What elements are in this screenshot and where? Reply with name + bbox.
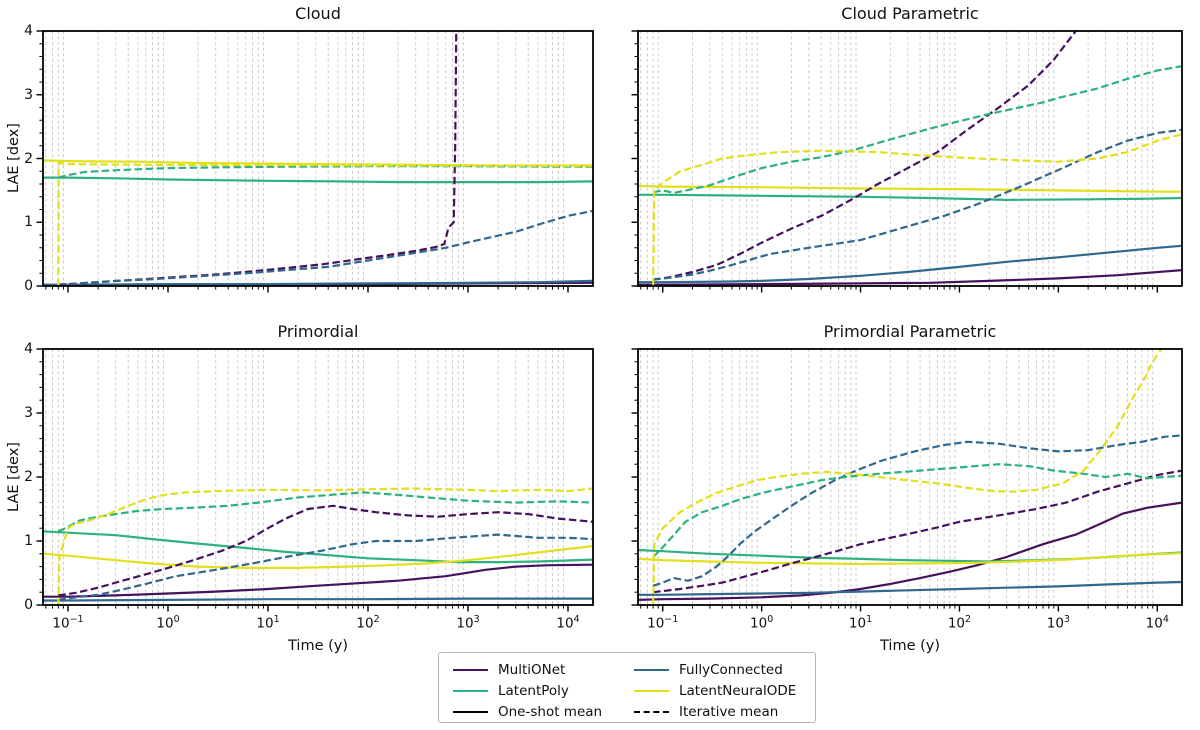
legend-entry-multionet: MultiONet [453,662,634,678]
y-tick-label: 1 [24,214,33,231]
legend-entry-latentneuralode: LatentNeuralODE [634,683,815,699]
x-axis-label-left: Time (y) [288,638,348,654]
x-tick-label: 101 [256,614,280,632]
series-latentneuralode-iterative [57,161,593,286]
x-tick-label: 102 [947,614,972,632]
x-tick-label: 103 [456,614,480,632]
legend-label: LatentPoly [498,682,569,699]
series-latentneuralode-one-shot [638,552,1182,566]
y-tick-label: 0 [24,597,33,613]
series-multionet-iterative [58,504,593,597]
series-latentneuralode-iterative [57,487,593,605]
series-fullyconnected-one-shot [638,244,1182,284]
x-tick-label: 103 [1046,614,1070,632]
series-fullyconnected-one-shot [43,279,593,286]
series-fullyconnected-iterative [652,128,1182,281]
subplot-title-cloud-parametric: Cloud Parametric [841,4,979,23]
x-tick-label: 10−1 [647,614,679,632]
legend-label: FullyConnected [679,661,783,678]
x-tick-label: 104 [556,614,580,632]
y-axis-label-top: LAE [dex] [6,123,22,193]
legend-entry-oneshot-mean: One-shot mean [453,704,634,720]
y-tick-label: 1 [24,533,33,549]
y-tick-label: 4 [24,341,33,357]
series-latentpoly-iterative [58,165,593,179]
legend-label: MultiONet [498,661,566,678]
axes-frame [42,30,594,287]
y-axis-label-bottom: LAE [dex] [6,442,22,512]
x-tick-label: 10−1 [52,614,84,632]
series-multionet-one-shot [638,501,1182,601]
subplot-title-cloud: Cloud [295,4,341,23]
subplot-title-primordial-parametric: Primordial Parametric [823,322,997,341]
latentpoly-line-swatch [453,689,488,692]
series-fullyconnected-one-shot [43,597,593,602]
x-tick-label: 101 [848,614,873,632]
legend-entry-latentpoly: LatentPoly [453,683,634,699]
y-tick-label: 3 [24,86,33,103]
subplot-cloud-parametric [631,30,1183,293]
subplot-primordial [36,348,594,612]
y-tick-label: 2 [24,469,33,485]
legend-label: LatentNeuralODE [679,682,797,699]
series-fullyconnected-iterative [58,533,593,601]
x-tick-label: 100 [750,614,774,632]
x-axis-label-right: Time (y) [880,638,940,654]
series-multionet-iterative [652,469,1182,594]
subplot-title-primordial: Primordial [277,322,359,341]
y-tick-label: 3 [24,405,33,421]
series-latentneuralode-iterative [652,133,1182,286]
subplot-primordial-parametric [631,348,1183,612]
series-multionet-one-shot [638,269,1182,286]
legend-label: Iterative mean [679,703,779,720]
series-fullyconnected-iterative [652,434,1182,587]
series-latentneuralode-iterative [652,349,1164,605]
iterative-mean-line-swatch [634,710,669,713]
series-latentneuralode-one-shot [43,545,593,569]
legend-entry-fullyconnected: FullyConnected [634,662,815,678]
oneshot-mean-line-swatch [453,710,488,713]
x-tick-label: 100 [156,614,180,632]
series-latentpoly-iterative [57,491,593,533]
series-latentpoly-iterative [652,65,1182,195]
legend-row: MultiONet FullyConnected [453,659,815,680]
fullyconnected-line-swatch [634,668,669,671]
series-latentneuralode-one-shot [638,184,1182,193]
y-tick-label: 0 [24,278,33,294]
series-multionet-one-shot [43,563,593,598]
series-multionet-iterative [58,31,458,286]
legend: MultiONet FullyConnected LatentPoly Late… [438,652,816,723]
y-tick-label: 2 [24,150,33,167]
series-latentpoly-one-shot [43,176,593,184]
multionet-line-swatch [453,668,488,671]
legend-row: One-shot mean Iterative mean [453,701,815,722]
y-tick-label: 4 [24,23,33,39]
legend-entry-iterative-mean: Iterative mean [634,704,815,720]
legend-label: One-shot mean [498,703,603,720]
axes-frame [637,348,1183,606]
series-latentpoly-one-shot [638,548,1182,563]
legend-row: LatentPoly LatentNeuralODE [453,680,815,701]
subplot-cloud [36,30,594,293]
series-multionet-iterative [652,31,1078,281]
latentneuralode-line-swatch [634,689,669,692]
series-latentpoly-one-shot [638,193,1182,202]
series-fullyconnected-one-shot [638,580,1182,596]
series-fullyconnected-iterative [58,209,593,286]
x-tick-label: 102 [356,614,380,632]
series-latentpoly-iterative [652,463,1182,558]
x-tick-label: 104 [1145,614,1169,632]
